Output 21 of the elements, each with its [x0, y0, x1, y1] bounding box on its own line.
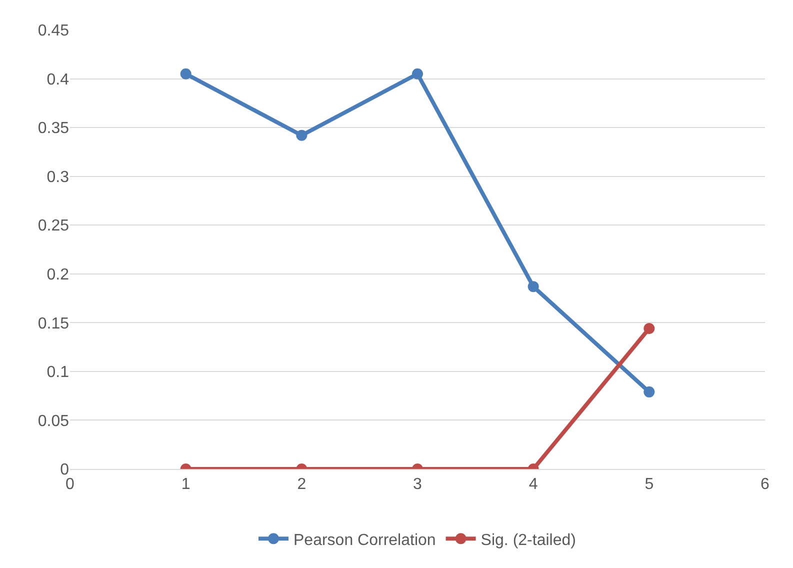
x-tick-label: 3 — [413, 476, 422, 494]
point — [180, 68, 192, 80]
x-tick-label: 6 — [760, 476, 770, 494]
y-tick-label: 0.2 — [46, 266, 70, 284]
x-tick-label: 4 — [528, 476, 538, 494]
x-tick-label: 2 — [297, 476, 306, 494]
x-tick-label: 1 — [181, 476, 190, 494]
y-tick-label: 0.05 — [38, 412, 70, 430]
x-tick-label: 5 — [644, 476, 654, 494]
point — [412, 68, 423, 80]
y-tick-label: 0.45 — [38, 22, 70, 40]
y-tick-label: 0 — [60, 462, 70, 479]
legend-label: Pearson Correlation — [294, 532, 436, 549]
point — [296, 130, 308, 141]
y-tick-label: 0.3 — [46, 168, 70, 186]
y-tick-label: 0.35 — [38, 120, 70, 138]
y-tick-label: 0.25 — [38, 218, 70, 235]
legend-label: Sig. (2-tailed) — [480, 532, 576, 549]
y-tick-label: 0.1 — [46, 364, 70, 382]
y-tick-label: 0.15 — [38, 315, 70, 332]
y-tick-label: 0.4 — [46, 71, 70, 88]
